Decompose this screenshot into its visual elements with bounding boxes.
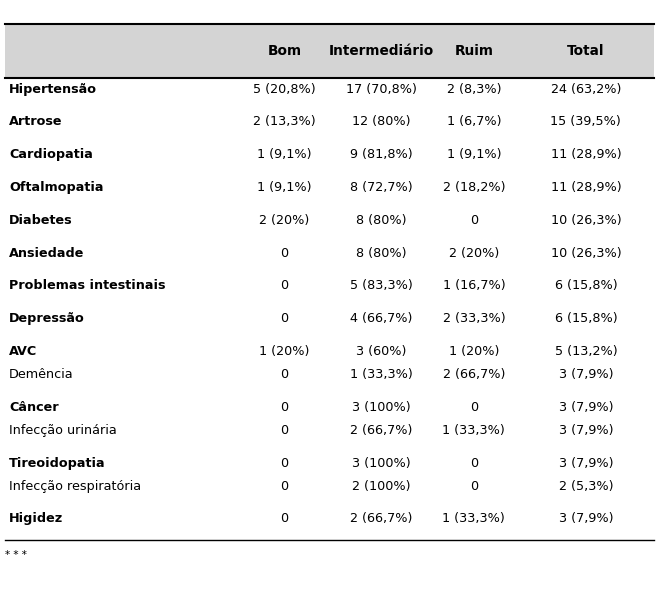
Bar <box>5 24 654 78</box>
Text: 11 (28,9%): 11 (28,9%) <box>550 148 621 161</box>
Text: 2 (18,2%): 2 (18,2%) <box>443 181 505 194</box>
Text: 11 (28,9%): 11 (28,9%) <box>550 181 621 194</box>
Text: 5 (20,8%): 5 (20,8%) <box>253 82 316 96</box>
Text: 0: 0 <box>280 457 289 470</box>
Text: 1 (33,3%): 1 (33,3%) <box>442 424 505 437</box>
Text: Tireoidopatia: Tireoidopatia <box>9 457 106 470</box>
Text: 2 (100%): 2 (100%) <box>352 479 411 493</box>
Text: 1 (9,1%): 1 (9,1%) <box>447 148 501 161</box>
Text: 2 (33,3%): 2 (33,3%) <box>442 312 505 325</box>
Text: Ansiedade: Ansiedade <box>9 247 84 260</box>
Text: 2 (66,7%): 2 (66,7%) <box>350 512 413 525</box>
Text: 6 (15,8%): 6 (15,8%) <box>554 312 617 325</box>
Text: 2 (66,7%): 2 (66,7%) <box>350 424 413 437</box>
Text: Hipertensão: Hipertensão <box>9 82 98 96</box>
Text: 3 (7,9%): 3 (7,9%) <box>559 512 613 525</box>
Text: Bom: Bom <box>268 44 301 58</box>
Text: 10 (26,3%): 10 (26,3%) <box>550 247 621 260</box>
Text: 0: 0 <box>280 424 289 437</box>
Text: 5 (83,3%): 5 (83,3%) <box>350 279 413 293</box>
Text: 2 (13,3%): 2 (13,3%) <box>253 115 316 128</box>
Text: 8 (80%): 8 (80%) <box>356 214 407 227</box>
Text: Cardiopatia: Cardiopatia <box>9 148 93 161</box>
Text: 1 (20%): 1 (20%) <box>259 345 310 358</box>
Text: Higidez: Higidez <box>9 512 63 525</box>
Text: 0: 0 <box>280 368 289 381</box>
Text: 3 (60%): 3 (60%) <box>356 345 407 358</box>
Text: 10 (26,3%): 10 (26,3%) <box>550 214 621 227</box>
Text: 2 (20%): 2 (20%) <box>259 214 310 227</box>
Text: 8 (72,7%): 8 (72,7%) <box>350 181 413 194</box>
Text: 9 (81,8%): 9 (81,8%) <box>350 148 413 161</box>
Text: 3 (7,9%): 3 (7,9%) <box>559 401 613 414</box>
Text: 1 (6,7%): 1 (6,7%) <box>447 115 501 128</box>
Text: 2 (66,7%): 2 (66,7%) <box>443 368 505 381</box>
Text: Diabetes: Diabetes <box>9 214 73 227</box>
Text: 8 (80%): 8 (80%) <box>356 247 407 260</box>
Text: 15 (39,5%): 15 (39,5%) <box>550 115 621 128</box>
Text: 2 (8,3%): 2 (8,3%) <box>447 82 501 96</box>
Text: 1 (9,1%): 1 (9,1%) <box>257 148 312 161</box>
Text: 12 (80%): 12 (80%) <box>352 115 411 128</box>
Text: Infecção respiratória: Infecção respiratória <box>9 479 141 493</box>
Text: 3 (7,9%): 3 (7,9%) <box>559 457 613 470</box>
Text: Infecção urinária: Infecção urinária <box>9 424 117 437</box>
Text: 0: 0 <box>280 247 289 260</box>
Text: 0: 0 <box>280 479 289 493</box>
Text: 4 (66,7%): 4 (66,7%) <box>350 312 413 325</box>
Text: 1 (33,3%): 1 (33,3%) <box>442 512 505 525</box>
Text: Artrose: Artrose <box>9 115 63 128</box>
Text: 24 (63,2%): 24 (63,2%) <box>551 82 621 96</box>
Text: 3 (7,9%): 3 (7,9%) <box>559 424 613 437</box>
Text: Câncer: Câncer <box>9 401 59 414</box>
Text: 2 (20%): 2 (20%) <box>449 247 499 260</box>
Text: Intermediário: Intermediário <box>329 44 434 58</box>
Text: 0: 0 <box>280 512 289 525</box>
Text: 0: 0 <box>470 401 478 414</box>
Text: Depressão: Depressão <box>9 312 85 325</box>
Text: 1 (9,1%): 1 (9,1%) <box>257 181 312 194</box>
Text: 0: 0 <box>470 479 478 493</box>
Text: 17 (70,8%): 17 (70,8%) <box>346 82 416 96</box>
Text: 2 (5,3%): 2 (5,3%) <box>559 479 613 493</box>
Text: Demência: Demência <box>9 368 74 381</box>
Text: AVC: AVC <box>9 345 38 358</box>
Text: 3 (7,9%): 3 (7,9%) <box>559 368 613 381</box>
Text: 3 (100%): 3 (100%) <box>352 457 411 470</box>
Text: Oftalmopatia: Oftalmopatia <box>9 181 103 194</box>
Text: 0: 0 <box>280 401 289 414</box>
Text: Ruim: Ruim <box>454 44 494 58</box>
Text: Problemas intestinais: Problemas intestinais <box>9 279 165 293</box>
Text: Total: Total <box>567 44 604 58</box>
Text: 0: 0 <box>280 312 289 325</box>
Text: 1 (20%): 1 (20%) <box>449 345 499 358</box>
Text: 6 (15,8%): 6 (15,8%) <box>554 279 617 293</box>
Text: 0: 0 <box>470 214 478 227</box>
Text: 1 (16,7%): 1 (16,7%) <box>442 279 505 293</box>
Text: 1 (33,3%): 1 (33,3%) <box>350 368 413 381</box>
Text: * * *: * * * <box>5 550 27 560</box>
Text: 5 (13,2%): 5 (13,2%) <box>554 345 617 358</box>
Text: 0: 0 <box>280 279 289 293</box>
Text: 0: 0 <box>470 457 478 470</box>
Text: 3 (100%): 3 (100%) <box>352 401 411 414</box>
